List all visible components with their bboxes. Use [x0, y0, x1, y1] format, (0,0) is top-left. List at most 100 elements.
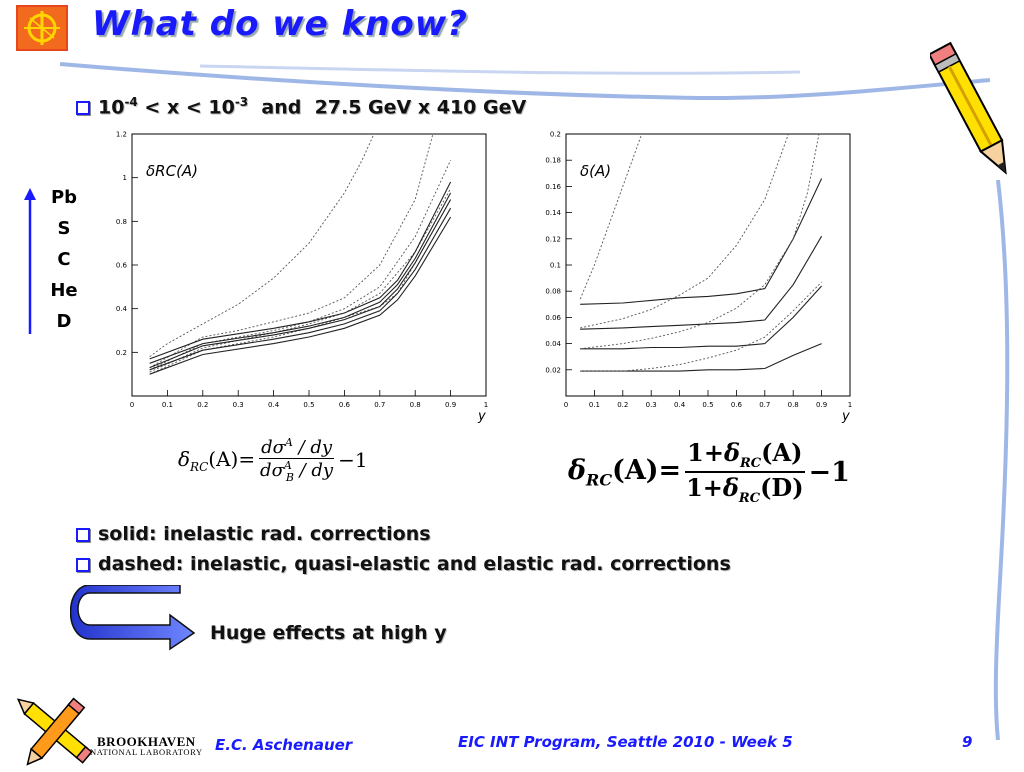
x-tick-label: 0.6 [339, 401, 351, 409]
y-tick-label: 1.2 [116, 131, 127, 139]
x-mid: < x < [137, 96, 209, 119]
x-tick-label: 0.2 [617, 401, 628, 409]
x-tick-label: 1 [848, 401, 852, 409]
x-tick-label: 0.5 [303, 401, 314, 409]
series-line-solid [149, 216, 452, 375]
element-label: He [50, 280, 78, 301]
x-tick-label: 0.1 [589, 401, 600, 409]
range-bullet: 10-4 < x < 10-3 and 27.5 GeV x 410 GeV [76, 95, 526, 118]
x-tick-label: 0.4 [268, 401, 280, 409]
x-hi: 10 [208, 96, 235, 119]
formula-right-tail: −1 [808, 456, 850, 488]
note-dashed: dashed: inelastic, quasi-elastic and ela… [76, 553, 731, 575]
right-swoosh [993, 180, 1010, 740]
x-lo-exp: -4 [124, 95, 138, 109]
y-tick-label: 0.04 [545, 340, 561, 348]
formula-left-fraction: dσA / dy dσAB / dy [259, 436, 335, 484]
y-tick-label: 0.8 [116, 218, 127, 226]
x-tick-label: 0.3 [646, 401, 657, 409]
series-line-solid [580, 235, 823, 330]
y-tick-label: 1 [123, 174, 127, 182]
series-line-dashed [579, 134, 643, 300]
y-tick-label: 0.1 [550, 262, 561, 270]
chart-delta-a: 0 0.1 0.2 0.3 0.4 0.5 0.6 0.7 0.8 0.9 1 0.02 0.04 0.0… [545, 131, 852, 425]
footer-author: E.C. Aschenauer [215, 736, 353, 754]
y-tick-label: 0.18 [545, 157, 561, 165]
x-tick-label: 0.2 [197, 401, 208, 409]
curved-arrow-icon [69, 584, 196, 655]
page-number: 9 [962, 733, 973, 751]
formula-right: δRC(A)= 1+δRC(A) 1+δRC(D) −1 [568, 432, 850, 512]
series-line-solid [149, 207, 452, 371]
eic-logo-icon [16, 5, 68, 51]
x-tick-label: 0.7 [759, 401, 770, 409]
series-line-dashed [149, 134, 375, 358]
series-line-solid [149, 199, 452, 369]
y-tick-label: 0.2 [550, 131, 561, 139]
panel-label: δ(A) [580, 162, 611, 180]
x-tick-label: 0.6 [731, 401, 743, 409]
element-label: S [57, 218, 71, 239]
x-tick-label: 0.8 [410, 401, 421, 409]
slide-title: What do we know? [92, 4, 468, 44]
x-tick-label: 0.4 [674, 401, 686, 409]
element-list: Pb S C He D [46, 182, 82, 337]
x-hi-exp: -3 [234, 95, 249, 109]
pencils-icon [0, 690, 100, 772]
bnl-logo: BROOKHAVEN NATIONAL LABORATORY [90, 734, 203, 757]
formula-right-lhs: δRC(A)= [568, 454, 682, 490]
series-line-solid [580, 343, 822, 372]
up-arrow-icon [24, 188, 36, 334]
x-tick-label: 0.9 [816, 401, 827, 409]
footer-program: EIC INT Program, Seattle 2010 - Week 5 [458, 733, 793, 751]
arrow-text: Huge effects at high y [210, 622, 447, 644]
energy-text: and 27.5 GeV x 410 GeV [248, 96, 527, 119]
x-tick-label: 0.7 [374, 401, 385, 409]
series-line-dashed [149, 188, 451, 373]
formula-right-fraction: 1+δRC(A) 1+δRC(D) [685, 438, 805, 506]
pencil-icon [927, 40, 1020, 194]
x-lo: 10 [98, 96, 125, 119]
series-line-solid [580, 178, 823, 305]
formula-left: δRC(A)= dσA / dy dσAB / dy −1 [178, 430, 368, 490]
element-label: C [57, 249, 71, 270]
panel-label: δRC(A) [146, 162, 198, 180]
series-line-dashed [580, 281, 822, 372]
x-tick-label: 0 [564, 401, 568, 409]
chart-delta-rc: 0 0.1 0.2 0.3 0.4 0.5 0.6 0.7 0.8 0.9 1 0.2 0.4 0.6 0.… [116, 131, 488, 425]
y-tick-label: 0.6 [116, 262, 128, 270]
y-tick-label: 0.14 [545, 209, 561, 217]
x-tick-label: 0.3 [233, 401, 244, 409]
series-line-solid [149, 181, 452, 360]
bullet-square-icon [76, 100, 90, 115]
y-tick-label: 0.12 [545, 235, 561, 243]
x-tick-label: 0.9 [445, 401, 456, 409]
y-tick-label: 0.4 [116, 305, 128, 313]
x-tick-label: 0.1 [162, 401, 173, 409]
series-line-dashed [580, 134, 789, 329]
series-line-solid [149, 192, 452, 364]
y-tick-label: 0.08 [545, 288, 561, 296]
series-line-dashed [149, 199, 451, 375]
x-tick-label: 1 [484, 401, 488, 409]
x-tick-label: 0.8 [788, 401, 799, 409]
series-line-dashed [149, 134, 434, 368]
y-tick-label: 0.06 [545, 314, 561, 322]
y-tick-label: 0.16 [545, 183, 561, 191]
series-line-dashed [580, 134, 820, 350]
series-line-solid [580, 285, 823, 350]
bullet-square-icon [76, 527, 90, 542]
y-tick-label: 0.02 [545, 366, 561, 374]
x-tick-label: 0.5 [702, 401, 713, 409]
formula-left-tail: −1 [338, 448, 368, 472]
note-solid: solid: inelastic rad. corrections [76, 523, 431, 545]
element-label: Pb [50, 187, 78, 208]
bullet-square-icon [76, 557, 90, 572]
x-axis-label: y [841, 409, 850, 424]
y-tick-label: 0.2 [116, 349, 127, 357]
x-axis-label: y [477, 409, 486, 424]
x-tick-label: 0 [130, 401, 134, 409]
formula-left-lhs: δRC(A)= [178, 446, 256, 474]
element-label: D [56, 311, 72, 332]
header-swoosh [59, 62, 991, 100]
